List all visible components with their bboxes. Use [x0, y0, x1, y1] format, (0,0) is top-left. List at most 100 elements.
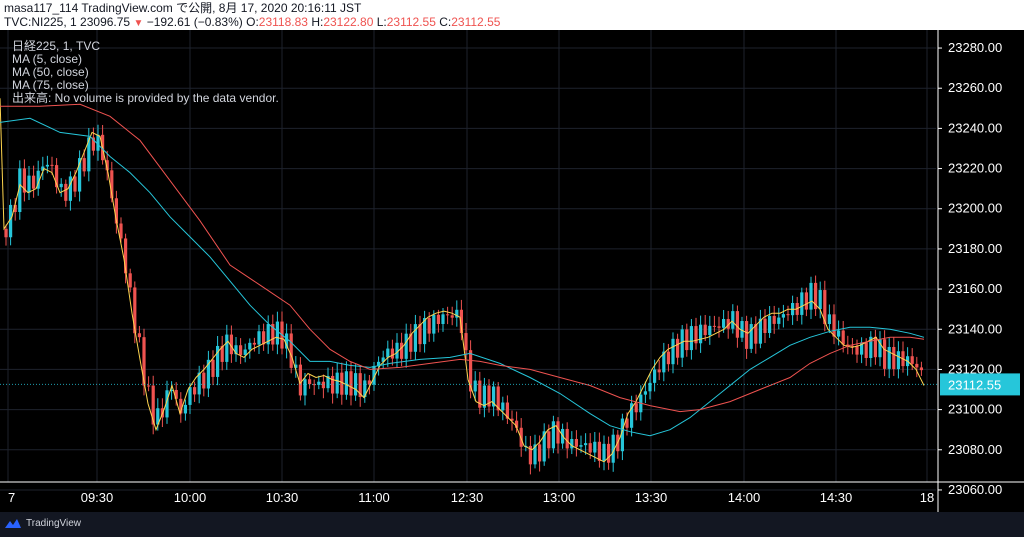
candle-body	[400, 342, 404, 359]
candle-body	[151, 385, 155, 425]
ohlc-info: TVC:NI225, 1 23096.75 ▼ −192.61 (−0.83%)…	[4, 15, 500, 31]
candle-body	[699, 324, 703, 344]
candle-body	[823, 290, 827, 325]
candle-body	[96, 134, 100, 151]
candle-body	[312, 384, 316, 386]
candle-body	[137, 333, 141, 338]
candle-body	[800, 292, 804, 315]
candle-body	[147, 385, 151, 387]
y-tick-label: 23140.00	[948, 321, 1002, 336]
candle-body	[326, 375, 330, 389]
candle-body	[768, 315, 772, 333]
candle-body	[55, 165, 59, 188]
candle-body	[229, 334, 233, 355]
candle-body	[68, 176, 72, 201]
candle-body	[285, 333, 289, 349]
candle-body	[841, 330, 845, 345]
candle-body	[786, 314, 790, 316]
candle-body	[9, 204, 13, 238]
candle-body	[59, 183, 63, 188]
candle-body	[165, 390, 169, 418]
candle-body	[349, 371, 353, 396]
candle-body	[538, 444, 542, 462]
candle-body	[289, 333, 293, 368]
candle-body	[358, 373, 362, 398]
candle-body	[211, 359, 215, 377]
candle-body	[174, 389, 178, 399]
candle-body	[436, 314, 440, 324]
candle-body	[216, 345, 220, 377]
candle-body	[625, 418, 629, 428]
legend-ma5[interactable]: MA (5, close)	[12, 52, 83, 66]
candle-body	[515, 420, 519, 428]
candle-body	[570, 438, 574, 449]
candle-body	[78, 158, 82, 192]
candle-body	[726, 318, 730, 329]
legend-ma75[interactable]: MA (75, close)	[12, 78, 89, 92]
candle-body	[50, 164, 54, 166]
candle-body	[574, 438, 578, 447]
candle-body	[758, 318, 762, 344]
price-chart[interactable]: 23060.00 23080.00 23100.00 23120.00 23140.00…	[0, 30, 1024, 512]
candle-body	[602, 443, 606, 461]
candle-body	[179, 398, 183, 414]
close-value: 23112.55	[451, 15, 501, 29]
candle-body	[188, 387, 192, 405]
candle-body	[740, 321, 744, 338]
candle-body	[133, 287, 137, 334]
last-price-label: 23112.55	[948, 377, 1001, 392]
legend-symbol[interactable]: 日経225, 1, TVC	[12, 39, 101, 53]
candle-body	[193, 387, 197, 395]
x-tick-label: 10:30	[266, 490, 299, 505]
candle-body	[584, 443, 588, 446]
candle-body	[869, 336, 873, 358]
candle-body	[377, 361, 381, 366]
candle-body	[910, 356, 914, 364]
y-tick-label: 23060.00	[948, 482, 1002, 497]
last-price-badge	[940, 373, 1020, 396]
candle-body	[887, 347, 891, 369]
candle-body	[459, 309, 463, 334]
candle-body	[183, 404, 187, 414]
candle-body	[91, 137, 95, 151]
low-label: L:	[376, 15, 387, 29]
candle-body	[634, 403, 638, 413]
legend-volume[interactable]: 出来高: No volume is provided by the data v…	[12, 91, 279, 105]
candle-body	[827, 314, 831, 325]
candle-body	[170, 389, 174, 391]
candle-body	[22, 168, 26, 193]
candle-body	[837, 330, 841, 337]
candle-body	[252, 342, 256, 345]
candle-body	[846, 344, 850, 346]
candle-body	[814, 282, 818, 310]
candle-body	[809, 282, 813, 310]
candle-body	[593, 441, 597, 453]
x-tick-label: 7	[8, 490, 15, 505]
candle-body	[611, 434, 615, 463]
candle-body	[27, 175, 31, 193]
candle-body	[781, 314, 785, 318]
publish-info: masa117_114 TradingView.com で公開, 8月 17, …	[4, 1, 362, 15]
candle-body	[18, 168, 22, 212]
candle-body	[13, 204, 17, 212]
candle-body	[110, 170, 114, 199]
x-tick-label: 10:00	[174, 490, 207, 505]
chart-area[interactable]: 23060.00 23080.00 23100.00 23120.00 23140.00…	[0, 30, 1024, 512]
candle-body	[206, 359, 210, 389]
candle-body	[455, 309, 459, 318]
candle-body	[294, 364, 298, 368]
x-tick-label: 14:00	[728, 490, 761, 505]
candle-body	[487, 385, 491, 407]
candle-body	[340, 372, 344, 395]
candle-body	[4, 228, 8, 238]
candle-body	[689, 326, 693, 351]
candle-body	[565, 428, 569, 449]
y-tick-label: 23220.00	[948, 161, 1002, 176]
candle-body	[653, 369, 657, 383]
candle-body	[864, 342, 868, 358]
candle-body	[860, 342, 864, 355]
candle-body	[64, 183, 68, 201]
tradingview-logo[interactable]: TradingView	[4, 516, 81, 530]
candle-body	[708, 325, 712, 336]
legend-ma50[interactable]: MA (50, close)	[12, 65, 89, 79]
